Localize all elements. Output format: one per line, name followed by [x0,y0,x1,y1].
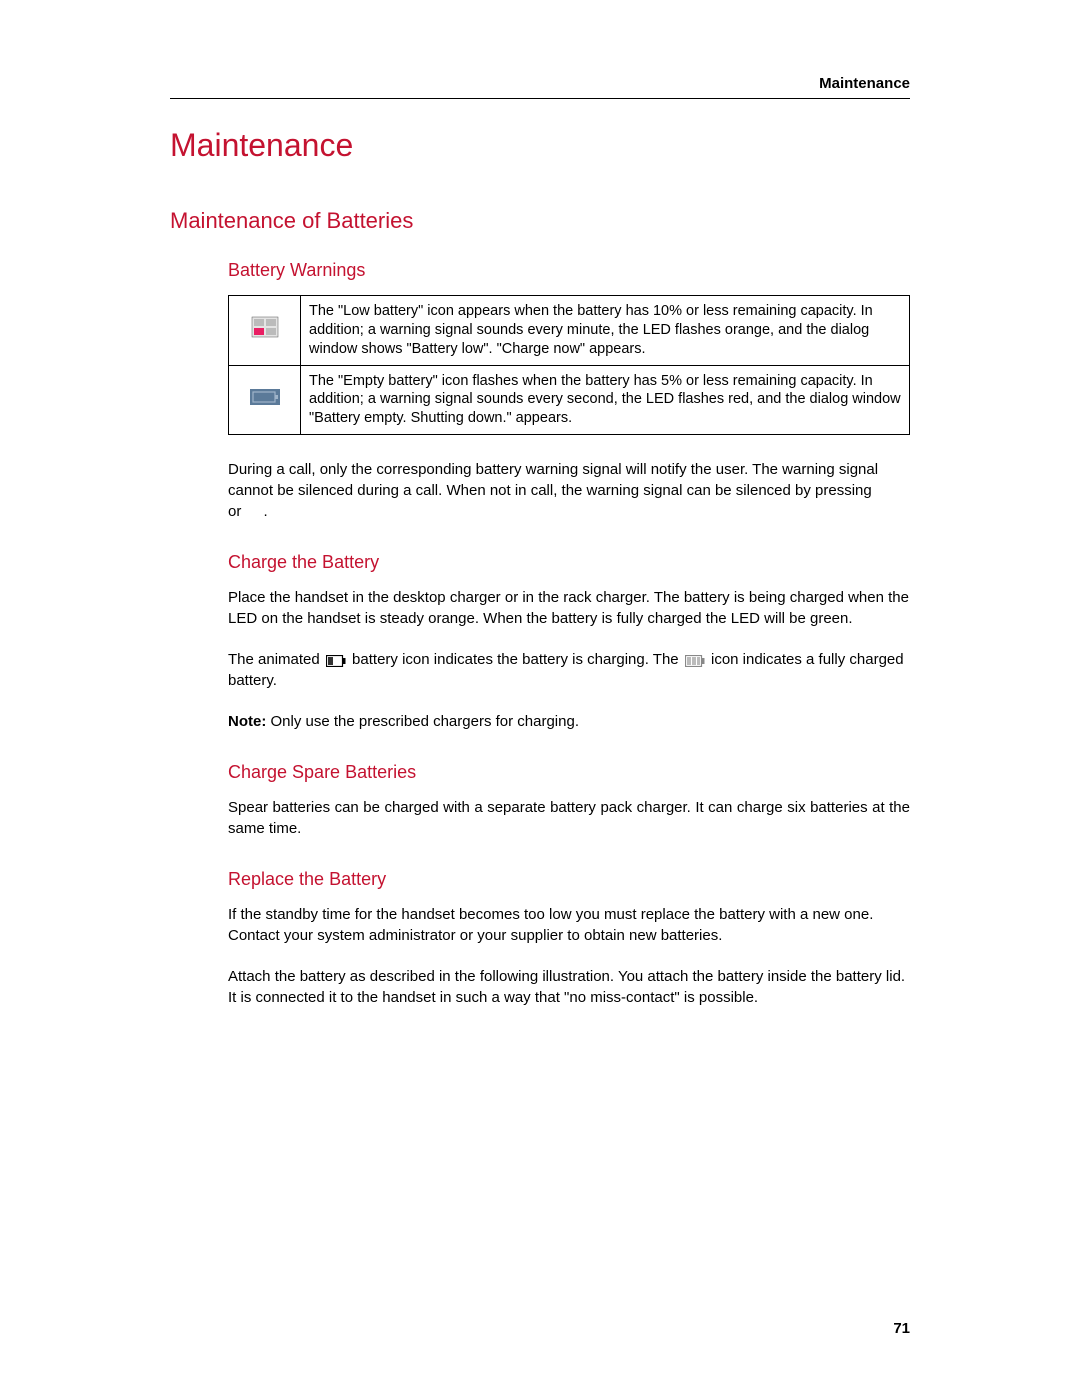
table-cell-icon [229,296,301,366]
body-paragraph: The animated battery icon indicates the … [228,649,910,691]
table-cell-text: The "Empty battery" icon flashes when th… [301,365,910,435]
battery-charging-icon [326,655,346,667]
subheading-battery-warnings: Battery Warnings [228,260,910,281]
note-paragraph: Note: Only use the prescribed chargers f… [228,711,910,732]
text-span: by pressing [795,482,876,499]
low-battery-icon [251,316,279,338]
page: Maintenance Maintenance Maintenance of B… [0,0,1080,1088]
subheading-charge-spare: Charge Spare Batteries [228,762,910,783]
running-header: Maintenance [170,75,910,99]
table-row: The "Low battery" icon appears when the … [229,296,910,366]
subheading-charge-battery: Charge the Battery [228,552,910,573]
body-paragraph: Attach the battery as described in the f… [228,966,910,1008]
text-span: . [264,503,268,520]
section-heading: Maintenance of Batteries [170,208,910,234]
page-number: 71 [893,1320,910,1337]
battery-full-icon [685,655,705,667]
body-paragraph: Spear batteries can be charged with a se… [228,797,910,839]
body-paragraph: If the standby time for the handset beco… [228,904,910,946]
content-body: Battery Warnings The "Low battery" icon … [228,260,910,1008]
text-span: battery icon indicates the battery is ch… [348,651,683,668]
battery-warnings-table: The "Low battery" icon appears when the … [228,295,910,435]
text-span: The animated [228,651,324,668]
table-cell-icon [229,365,301,435]
page-title: Maintenance [170,127,910,164]
text-span: or [228,503,246,520]
subheading-replace-battery: Replace the Battery [228,869,910,890]
note-text: Only use the prescribed chargers for cha… [266,713,579,730]
note-label: Note: [228,713,266,730]
text-span: During a call, only the corresponding ba… [228,461,878,499]
empty-battery-icon [250,389,280,405]
table-cell-text: The "Low battery" icon appears when the … [301,296,910,366]
body-paragraph: During a call, only the corresponding ba… [228,459,910,522]
table-row: The "Empty battery" icon flashes when th… [229,365,910,435]
body-paragraph: Place the handset in the desktop charger… [228,587,910,629]
